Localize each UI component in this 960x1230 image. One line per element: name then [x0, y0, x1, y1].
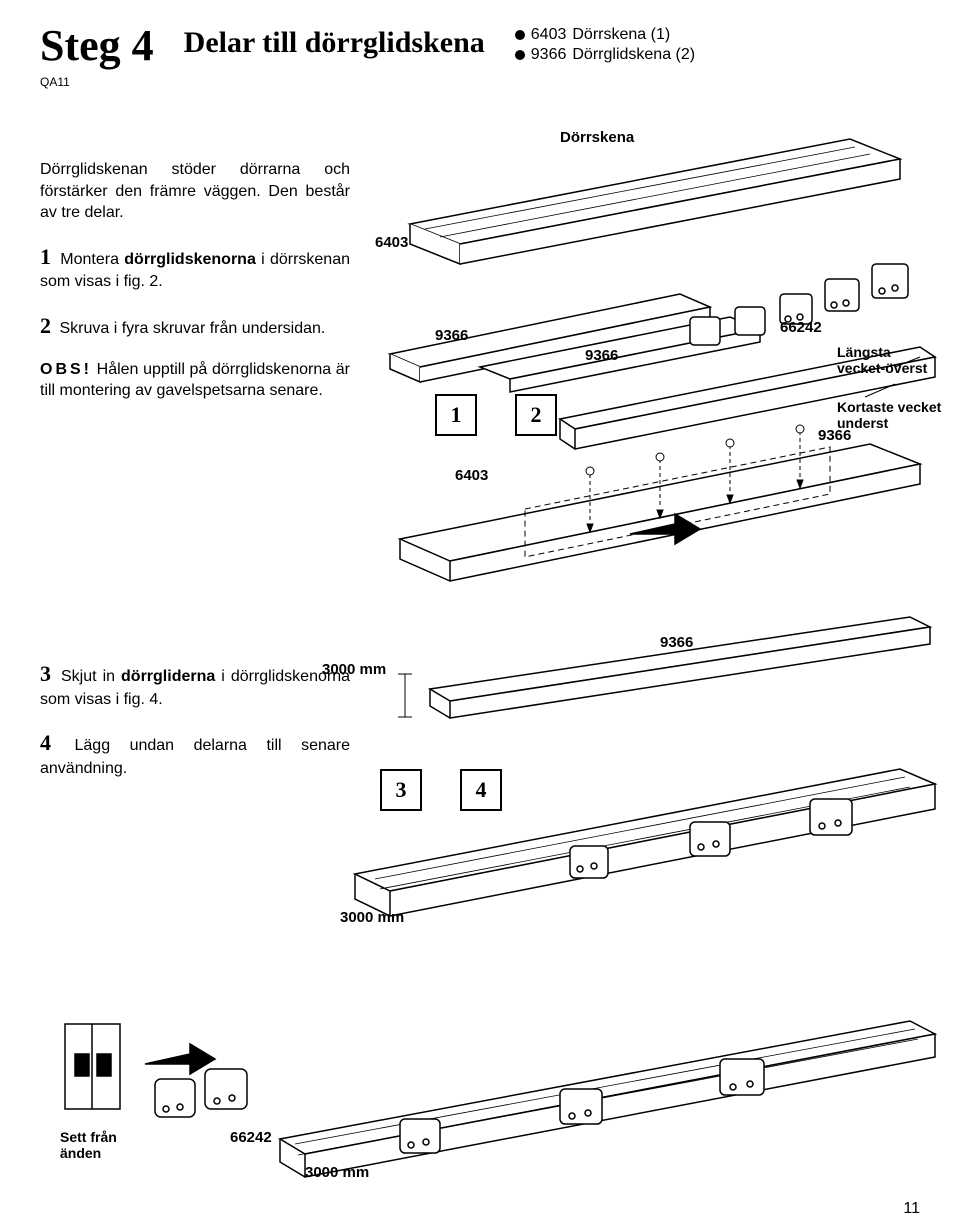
step-num-4: 4 [40, 730, 51, 755]
step-3: 3 Skjut in dörrgliderna i dörrglidskenor… [40, 659, 350, 710]
qa-code: QA11 [40, 75, 154, 89]
diagram-bottom: Sett från änden 66242 3000 mm [40, 999, 940, 1219]
label-sett-fran-anden: Sett från änden [60, 1129, 130, 1161]
label-66242-b: 66242 [230, 1129, 272, 1146]
step-2: 2 Skruva i fyra skruvar från undersidan. [40, 311, 350, 341]
bullet-icon [515, 30, 525, 40]
page-header: Steg 4 QA11 Delar till dörrglidskena 640… [40, 20, 920, 89]
label-3000mm-c: 3000 mm [305, 1164, 369, 1181]
step-num-1: 1 [40, 244, 51, 269]
instruction-text-lower: 3 Skjut in dörrgliderna i dörrglidskenor… [40, 659, 350, 798]
end-view-diagram [40, 999, 940, 1219]
part-name: Dörrglidskena (2) [572, 46, 695, 64]
page-number: 11 [903, 1200, 920, 1218]
step2-text: Skruva i fyra skruvar från undersidan. [59, 320, 325, 337]
step3-text-a: Skjut in [61, 668, 121, 685]
label-9366-b: 9366 [585, 347, 618, 364]
step3-bold: dörrgliderna [121, 668, 215, 685]
intro-para: Dörrglidskenan stöder dörrarna och först… [40, 159, 350, 224]
figure-number-4: 4 [460, 769, 502, 811]
label-dorrskena: Dörrskena [560, 129, 634, 146]
step-number: Steg 4 [40, 20, 154, 71]
label-3000mm-a: 3000 mm [322, 661, 386, 678]
label-3000mm-b: 3000 mm [340, 909, 404, 926]
obs-label: OBS! [40, 361, 92, 378]
label-9366-d: 9366 [660, 634, 693, 651]
figure-number-1: 1 [435, 394, 477, 436]
part-code: 9366 [531, 46, 567, 64]
label-6403-b: 6403 [455, 467, 488, 484]
step1-text-a: Montera [60, 251, 124, 268]
step-4: 4 Lägg undan delarna till senare användn… [40, 728, 350, 779]
part-row: 9366 Dörrglidskena (2) [515, 46, 695, 64]
bullet-icon [515, 50, 525, 60]
part-name: Dörrskena (1) [572, 26, 670, 44]
label-9366-c: 9366 [818, 427, 851, 444]
step-num-3: 3 [40, 661, 51, 686]
figure-number-3: 3 [380, 769, 422, 811]
part-code: 6403 [531, 26, 567, 44]
diagram-upper: Dörrskena 6403 9366 9366 66242 Längsta v… [380, 129, 940, 609]
parts-list: 6403 Dörrskena (1) 9366 Dörrglidskena (2… [515, 26, 695, 66]
label-66242-a: 66242 [780, 319, 822, 336]
label-longest: Längsta vecket-överst [837, 344, 942, 376]
label-6403-a: 6403 [375, 234, 408, 251]
part-row: 6403 Dörrskena (1) [515, 26, 695, 44]
diagram-middle: 9366 3000 mm 3 4 3000 mm [350, 609, 940, 959]
step-1: 1 Montera dörrglidskenorna i dörrskenan … [40, 242, 350, 293]
label-shortest: Kortaste vecket underst [837, 399, 947, 431]
step-num-2: 2 [40, 313, 51, 338]
step1-bold: dörrglidskenorna [124, 251, 256, 268]
label-9366-a: 9366 [435, 327, 468, 344]
step4-text: Lägg undan delarna till senare användnin… [40, 737, 350, 777]
figure-number-2: 2 [515, 394, 557, 436]
assembly-diagram-3-4 [350, 609, 940, 959]
instruction-text: Dörrglidskenan stöder dörrarna och först… [40, 159, 350, 420]
obs-note: OBS! Hålen upptill på dörrglidskenorna ä… [40, 359, 350, 402]
section-title: Delar till dörrglidskena [184, 26, 485, 60]
